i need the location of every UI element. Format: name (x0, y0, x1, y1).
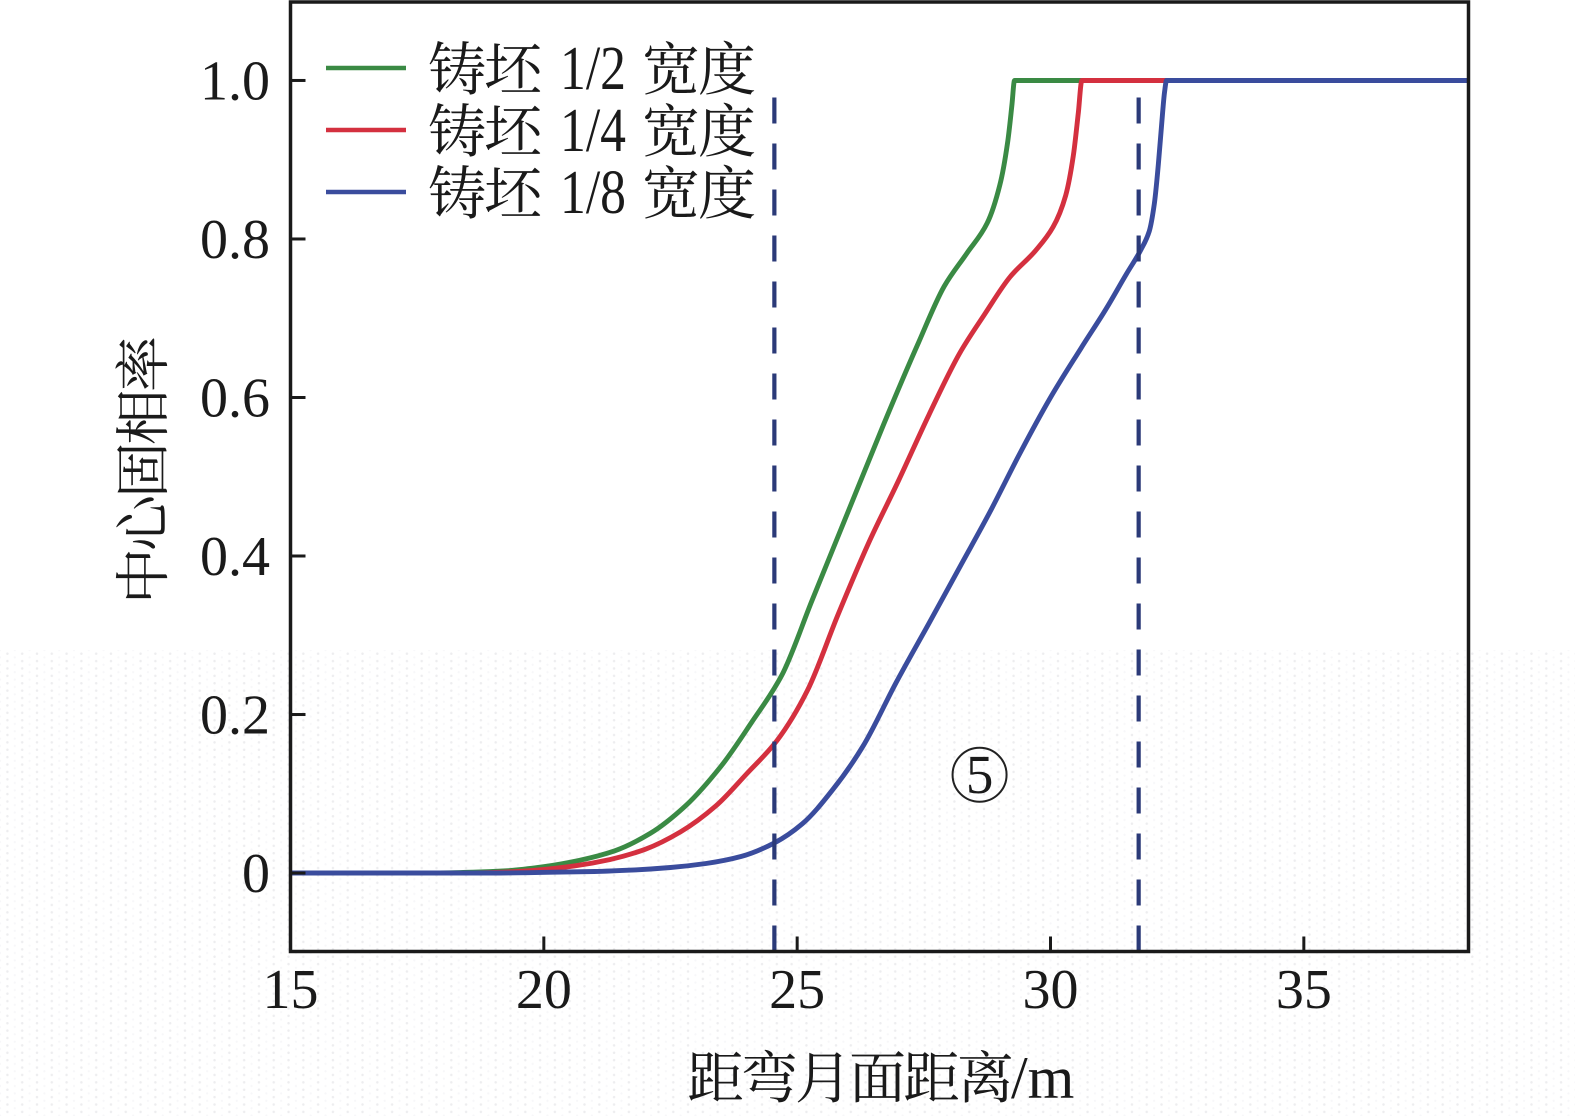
y-tick-label-0: 0 (242, 843, 270, 905)
x-tick-label-35: 35 (1276, 959, 1332, 1021)
legend-label-prefix-2 (429, 164, 541, 219)
series-curves (290, 78, 1469, 876)
x-axis-title: /m (688, 1045, 1074, 1111)
x-tick-labels: 15 20 25 30 35 (263, 959, 1332, 1021)
legend-label-fraction-0: 1/2 (560, 35, 626, 103)
x-tick-label-15: 15 (263, 959, 319, 1021)
x-axis-title-cjk (688, 1049, 1012, 1103)
legend-label-fraction-1: 1/4 (560, 97, 626, 165)
legend: 1/2 1/4 1/8 (326, 35, 755, 227)
curve-铸坯 1/4 宽度 (290, 78, 1469, 876)
x-tick-label-30: 30 (1023, 959, 1079, 1021)
dashed-vlines (772, 80, 1141, 952)
annotation-circle (951, 746, 1008, 803)
y-tick-labels: 0 0.2 0.4 0.6 0.8 1.0 (200, 50, 270, 905)
legend-row-0: 1/2 (326, 35, 755, 103)
x-tick-label-25: 25 (769, 959, 825, 1021)
x-tick-label-20: 20 (516, 959, 572, 1021)
plot-border (288, 0, 1471, 954)
legend-label-suffix-2 (645, 164, 755, 219)
axis-ticks (289, 78, 1306, 952)
curve-铸坯 1/8 宽度 (290, 78, 1469, 876)
annotation-number: 5 (966, 744, 994, 805)
legend-row-2: 1/8 (326, 159, 755, 227)
y-tick-label-1.0: 1.0 (200, 50, 270, 112)
legend-label-prefix-1 (429, 102, 541, 157)
legend-row-1: 1/4 (326, 97, 755, 165)
circled-annotation: 5 (951, 744, 1008, 805)
legend-label-prefix-0 (429, 40, 541, 95)
y-axis-title (115, 338, 168, 599)
legend-label-suffix-1 (645, 102, 755, 157)
y-tick-label-0.2: 0.2 (200, 685, 270, 747)
legend-label-suffix-0 (645, 40, 755, 95)
y-tick-label-0.6: 0.6 (200, 367, 270, 429)
legend-label-fraction-2: 1/8 (560, 159, 626, 227)
y-tick-label-0.4: 0.4 (200, 526, 270, 588)
x-axis-title-unit: /m (1011, 1045, 1074, 1111)
y-tick-label-0.8: 0.8 (200, 209, 270, 271)
